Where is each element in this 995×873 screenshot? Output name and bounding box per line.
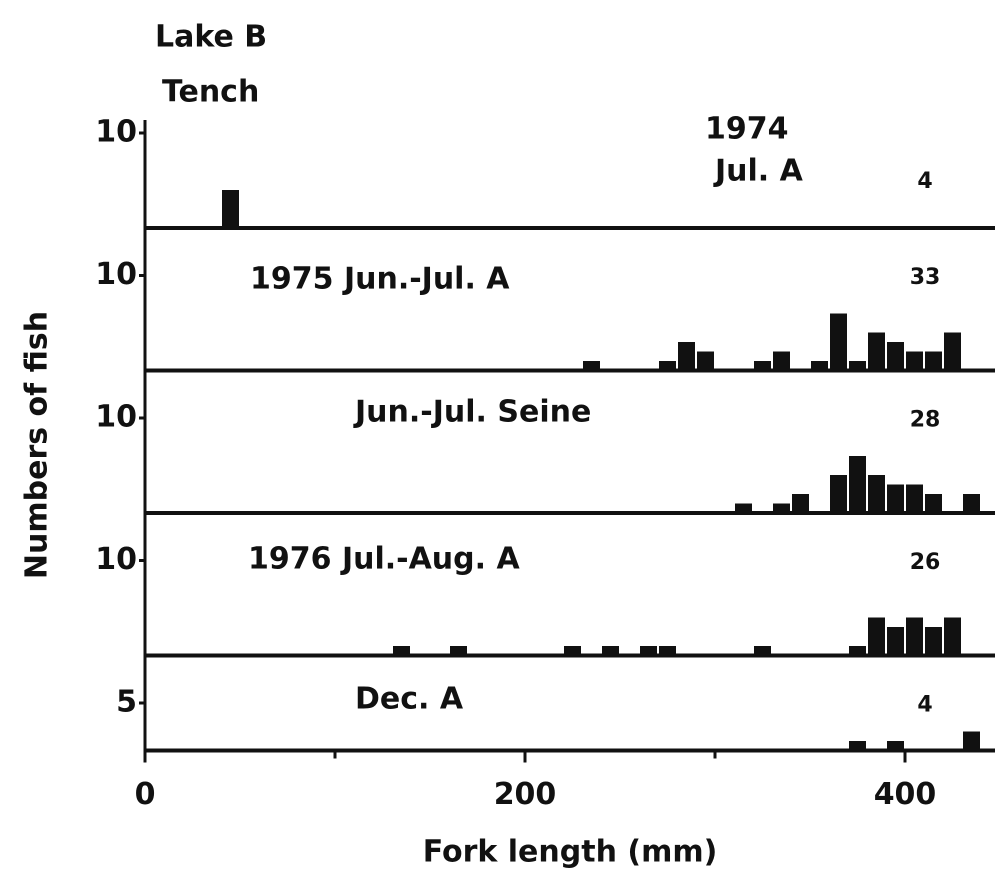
histogram-bar — [868, 617, 885, 656]
panel-subtitle: Jul. A — [713, 154, 804, 189]
histogram-bar — [849, 361, 866, 371]
panel-title: Jun.-Jul. Seine — [353, 395, 591, 430]
histogram-bar — [963, 494, 980, 513]
histogram-bar — [393, 646, 410, 656]
histogram-bar — [659, 361, 676, 371]
histogram-bar — [659, 646, 676, 656]
panel-title: 1975 Jun.-Jul. A — [250, 262, 510, 297]
histogram-bar — [925, 351, 942, 371]
histogram-bar — [906, 484, 923, 513]
histogram-bar — [450, 646, 467, 656]
histogram-bar — [735, 503, 752, 513]
y-tick-label: 10 — [95, 400, 137, 435]
sample-size: 28 — [910, 408, 941, 433]
histogram-bar — [963, 731, 980, 751]
histogram-bar — [811, 361, 828, 371]
histogram-bar — [887, 484, 904, 513]
y-tick-label: 10 — [95, 257, 137, 292]
histogram-bar — [602, 646, 619, 656]
y-tick-label: 10 — [95, 542, 137, 577]
histogram-bar — [640, 646, 657, 656]
sample-size: 4 — [917, 169, 932, 194]
x-tick-label: 0 — [135, 777, 156, 812]
histogram-bar — [887, 627, 904, 656]
panel-title: 1974 — [705, 112, 789, 147]
histogram-bar — [887, 741, 904, 751]
histogram-bar — [754, 646, 771, 656]
panel-title: 1976 Jul.-Aug. A — [248, 542, 520, 577]
y-tick-label: 10 — [95, 115, 137, 150]
y-tick-label: 5 — [116, 685, 137, 720]
figure-title: Lake B — [155, 20, 267, 55]
histogram-bar — [925, 627, 942, 656]
x-tick-label: 400 — [874, 777, 937, 812]
histogram-bar — [678, 342, 695, 371]
histogram-bar — [583, 361, 600, 371]
x-tick-label: 200 — [494, 777, 557, 812]
histogram-bar — [944, 332, 961, 371]
sample-size: 4 — [917, 693, 932, 718]
figure-subtitle: Tench — [162, 75, 259, 110]
histogram-bar — [564, 646, 581, 656]
histogram-bar — [830, 475, 847, 513]
histogram-bar — [868, 332, 885, 371]
histogram-bar — [887, 342, 904, 371]
histogram-bar — [849, 646, 866, 656]
histogram-bar — [830, 313, 847, 371]
histogram-bar — [697, 351, 714, 371]
histogram-bar — [754, 361, 771, 371]
y-axis-label: Numbers of fish — [20, 311, 55, 579]
histogram-bar — [849, 741, 866, 751]
histogram-bar — [773, 503, 790, 513]
histogram-bar — [906, 351, 923, 371]
histogram-bar — [925, 494, 942, 513]
histogram-bar — [773, 351, 790, 371]
x-axis-label: Fork length (mm) — [423, 835, 718, 870]
sample-size: 26 — [910, 550, 941, 575]
sample-size: 33 — [910, 265, 941, 290]
histogram-bar — [906, 617, 923, 656]
histogram-bar — [868, 475, 885, 513]
histogram-bar — [849, 456, 866, 513]
histogram-bar — [792, 494, 809, 513]
histogram-bar — [222, 190, 239, 228]
histogram-bar — [944, 617, 961, 656]
panel-title: Dec. A — [355, 682, 464, 717]
